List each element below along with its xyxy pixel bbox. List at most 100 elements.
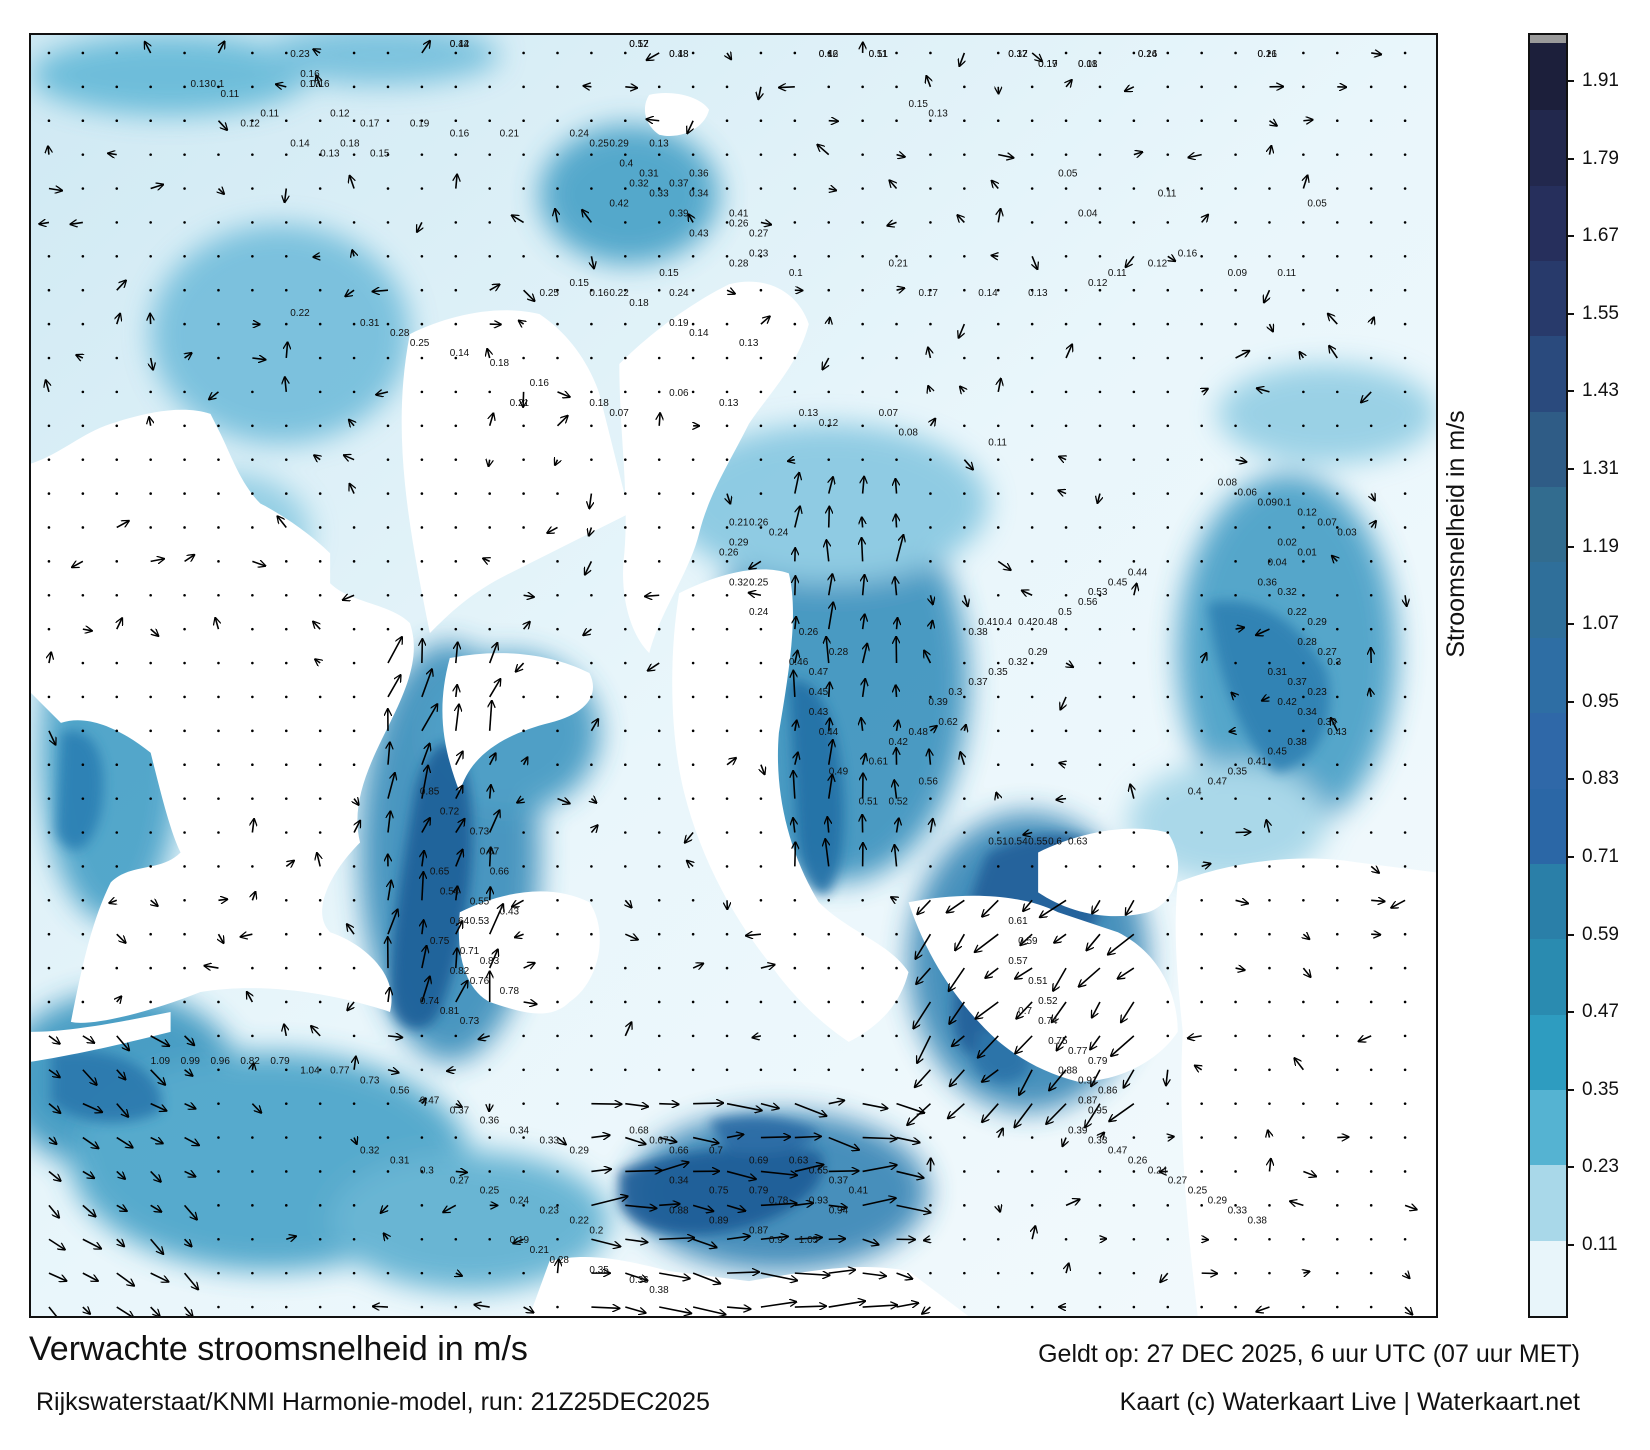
current-arrow bbox=[48, 1238, 65, 1249]
current-arrow bbox=[794, 1203, 813, 1205]
current-arrow bbox=[417, 222, 422, 232]
speed-value-label: 0.61 bbox=[869, 757, 889, 768]
current-arrow bbox=[109, 900, 117, 903]
current-arrow bbox=[523, 1002, 537, 1004]
colorbar-tick-label: 1.55 bbox=[1582, 302, 1619, 324]
speed-value-label: 0.33 bbox=[1088, 1136, 1108, 1147]
calm-dot bbox=[963, 85, 966, 89]
calm-dot bbox=[1166, 865, 1170, 868]
land-east-anglia bbox=[442, 653, 594, 793]
calm-dot bbox=[217, 1237, 220, 1241]
calm-dot bbox=[556, 187, 559, 190]
calm-dot bbox=[861, 255, 864, 258]
calm-dot bbox=[624, 627, 627, 631]
current-arrow bbox=[582, 210, 593, 223]
calm-dot bbox=[318, 593, 322, 597]
calm-dot bbox=[115, 51, 119, 55]
current-arrow bbox=[1303, 1271, 1309, 1273]
current-arrow bbox=[624, 934, 638, 939]
current-arrow bbox=[827, 817, 828, 833]
current-arrow bbox=[557, 799, 570, 804]
current-arrow bbox=[82, 629, 92, 631]
calm-dot bbox=[556, 153, 559, 156]
current-arrow bbox=[82, 1035, 94, 1043]
current-arrow bbox=[474, 1305, 490, 1307]
calm-dot bbox=[284, 966, 288, 970]
current-arrow bbox=[1235, 627, 1245, 629]
calm-dot bbox=[556, 356, 559, 360]
calm-dot bbox=[488, 1068, 491, 1072]
speed-value-label: 0.27 bbox=[1317, 647, 1337, 658]
calm-dot bbox=[352, 1204, 356, 1207]
calm-dot bbox=[624, 424, 627, 428]
speed-value-label: 0.07 bbox=[609, 408, 629, 419]
current-arrow bbox=[388, 880, 391, 901]
calm-dot bbox=[1064, 593, 1068, 597]
current-arrow bbox=[826, 637, 829, 664]
calm-dot bbox=[861, 966, 864, 970]
calm-dot bbox=[81, 695, 85, 699]
current-arrow bbox=[997, 560, 1011, 570]
calm-dot bbox=[793, 899, 797, 902]
calm-dot bbox=[1200, 1204, 1203, 1207]
land-scotland-north bbox=[401, 310, 630, 634]
calm-dot bbox=[590, 966, 593, 970]
speed-value-label: 0.85 bbox=[420, 787, 440, 798]
speed-value-label: 0.48 bbox=[909, 727, 929, 738]
speed-value-label: 0.29 bbox=[729, 537, 749, 548]
calm-dot bbox=[1403, 119, 1407, 123]
speed-value-label: 0.65 bbox=[809, 1165, 829, 1176]
calm-dot bbox=[996, 729, 1000, 733]
current-arrow bbox=[1079, 967, 1101, 987]
speed-value-label: 0.21 bbox=[500, 129, 520, 140]
calm-dot bbox=[251, 865, 254, 868]
calm-dot bbox=[691, 729, 695, 733]
calm-dot bbox=[149, 1000, 152, 1004]
calm-dot bbox=[47, 288, 51, 292]
calm-dot bbox=[861, 932, 864, 936]
calm-dot bbox=[624, 221, 627, 224]
calm-dot bbox=[47, 831, 51, 834]
calm-dot bbox=[183, 661, 186, 665]
calm-dot bbox=[996, 288, 1000, 292]
calm-dot bbox=[352, 627, 356, 631]
calm-dot bbox=[861, 288, 864, 292]
current-arrow bbox=[950, 1069, 965, 1087]
calm-dot bbox=[284, 51, 288, 55]
calm-dot bbox=[352, 1237, 356, 1241]
current-arrow bbox=[828, 1270, 856, 1273]
calm-dot bbox=[115, 458, 119, 461]
calm-dot bbox=[183, 221, 186, 224]
calm-dot bbox=[1200, 966, 1203, 970]
calm-dot bbox=[1064, 1170, 1068, 1173]
calm-dot bbox=[657, 932, 661, 936]
current-arrow bbox=[1121, 1001, 1135, 1022]
current-arrow bbox=[1057, 1035, 1067, 1051]
calm-dot bbox=[488, 593, 491, 597]
calm-dot bbox=[217, 1204, 220, 1207]
calm-dot bbox=[1234, 1068, 1237, 1072]
speed-value-label: 0.21 bbox=[729, 517, 749, 528]
calm-dot bbox=[1166, 763, 1170, 767]
calm-dot bbox=[1403, 51, 1407, 55]
current-arrow bbox=[1361, 391, 1372, 403]
calm-dot bbox=[929, 153, 932, 156]
calm-dot bbox=[1268, 560, 1271, 563]
calm-dot bbox=[657, 763, 661, 767]
current-arrow bbox=[795, 720, 797, 731]
calm-dot bbox=[1098, 1271, 1102, 1275]
calm-dot bbox=[1166, 119, 1170, 123]
calm-dot bbox=[1403, 966, 1407, 970]
current-arrow bbox=[116, 1103, 129, 1117]
calm-dot bbox=[284, 763, 288, 767]
speed-value-label: 0.79 bbox=[270, 1056, 290, 1067]
speed-value-label: 0.17 bbox=[1038, 59, 1058, 70]
calm-dot bbox=[217, 1136, 220, 1139]
calm-dot bbox=[691, 899, 695, 902]
calm-dot bbox=[284, 932, 288, 936]
current-arrow bbox=[285, 377, 286, 392]
current-arrow bbox=[313, 621, 320, 630]
calm-dot bbox=[1132, 526, 1136, 529]
current-arrow bbox=[150, 1238, 164, 1254]
calm-dot bbox=[624, 51, 627, 55]
